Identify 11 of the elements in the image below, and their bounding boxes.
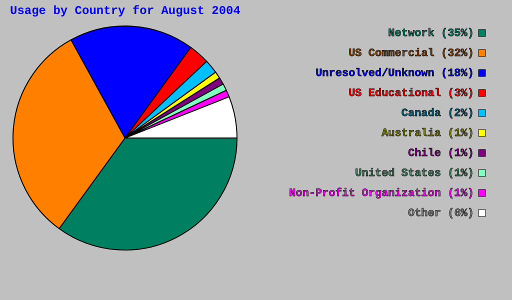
legend-label: US Educational (3%) <box>348 88 474 100</box>
legend-label: Chile (1%) <box>408 148 474 160</box>
legend-label: United States (1%) <box>355 168 474 180</box>
legend-label: Other (6%) <box>408 208 474 220</box>
legend-label: US Commercial (32%) <box>348 48 474 60</box>
legend-label: Australia (1%) <box>382 128 474 140</box>
legend-label: Non-Profit Organization (1%) <box>289 187 474 200</box>
legend-label: Canada (2%) <box>401 108 474 120</box>
legend-label: Unresolved/Unknown (18%) <box>316 68 474 80</box>
chart-title: Usage by Country for August 2004 <box>10 4 240 18</box>
legend-label: Network (35%) <box>388 28 474 40</box>
